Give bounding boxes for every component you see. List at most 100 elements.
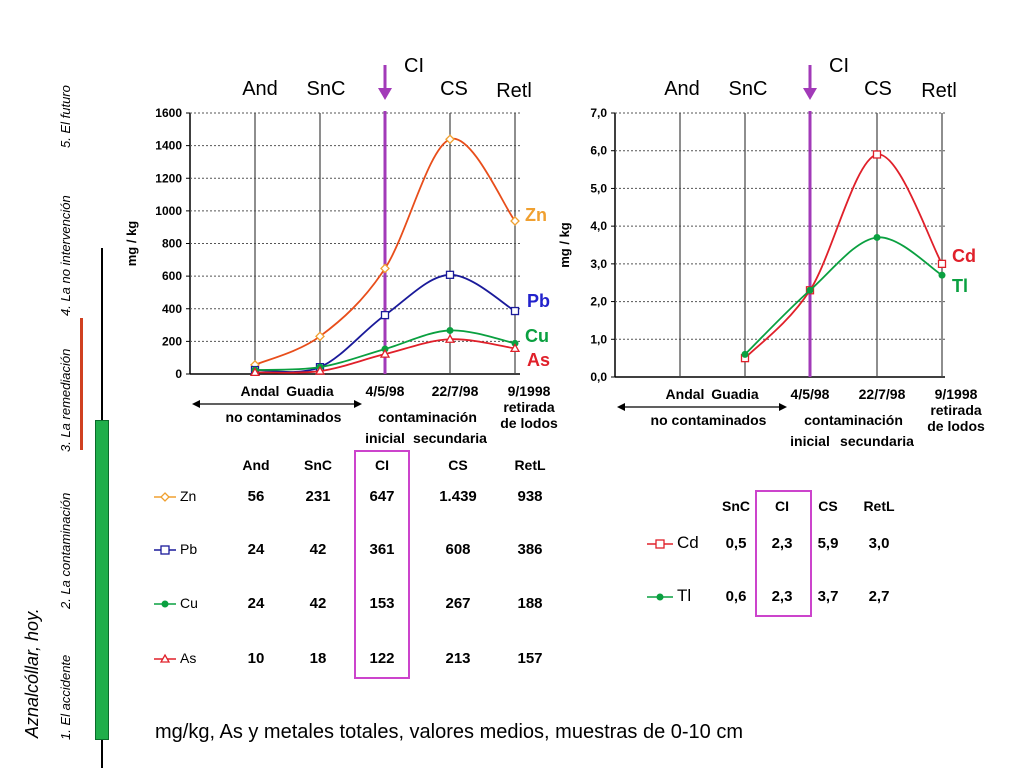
data-point <box>937 259 947 269</box>
x-sublabel: contaminación <box>378 409 477 425</box>
y-tick-label: 600 <box>162 269 182 283</box>
y-tick-label: 6,0 <box>590 144 607 158</box>
ci-event-label: CI <box>404 55 424 77</box>
legend-item-pb: Pb <box>152 539 238 561</box>
x-tick-label: 9/1998 <box>935 386 978 402</box>
table-cell: 42 <box>309 595 327 612</box>
table-cell: 608 <box>445 541 471 558</box>
legend-marker <box>160 545 170 555</box>
table-cell: 42 <box>309 541 327 558</box>
data-point <box>872 150 882 159</box>
y-tick-label: 4,0 <box>590 219 607 233</box>
data-point <box>509 343 521 353</box>
data-point <box>510 306 520 316</box>
legend-item-zn: Zn <box>152 486 238 508</box>
data-point <box>938 271 946 279</box>
x-sublabel: contaminación <box>804 412 903 428</box>
legend-item-cd: Cd <box>645 533 735 555</box>
y-tick-label: 1400 <box>155 139 182 153</box>
data-point <box>446 326 454 334</box>
table-cell: 24 <box>247 541 265 558</box>
x-tick-label: Guadia <box>286 383 334 399</box>
legend-label: Cu <box>180 595 198 611</box>
data-point <box>445 270 455 279</box>
table-header-cell: CS <box>818 498 838 514</box>
legend-marker <box>159 653 171 663</box>
x-tick-label: 22/7/98 <box>432 383 479 399</box>
legend-label: Tl <box>677 586 692 605</box>
x-sublabel: retirada <box>503 399 555 415</box>
legend-marker <box>656 593 664 601</box>
table-header-cell: SnC <box>722 498 750 514</box>
series-line-zn <box>254 138 516 366</box>
ci-arrow-icon <box>378 88 392 100</box>
table-cell: 153 <box>369 595 395 612</box>
footer-note: mg/kg, As y metales totales, valores med… <box>155 721 744 743</box>
legend-label: Cd <box>677 533 699 552</box>
series-label-pb: Pb <box>527 291 550 311</box>
x-sublabel: secundaria <box>413 430 487 446</box>
legend-item-tl: Tl <box>645 586 735 608</box>
x-sublabel: inicial <box>790 433 830 449</box>
x-tick-label: Guadia <box>711 386 759 402</box>
data-point <box>510 216 520 226</box>
legend-symbol-icon <box>647 593 673 601</box>
table-header-cell: CI <box>375 457 389 473</box>
legend-item-as: As <box>152 648 238 670</box>
data-point <box>380 310 390 320</box>
legend-marker <box>161 600 169 608</box>
legend-symbol-icon <box>154 492 176 502</box>
y-tick-label: 0 <box>175 367 182 381</box>
series-label-tl: Tl <box>952 276 968 296</box>
sidebar-accident-bar <box>95 420 109 740</box>
series-label-cu: Cu <box>525 326 549 346</box>
period-top-label: SnC <box>307 78 346 100</box>
table-cell: 213 <box>445 650 471 667</box>
data-point <box>314 365 326 375</box>
x-tick-label: 9/1998 <box>508 383 551 399</box>
table-header-cell: RetL <box>863 498 895 514</box>
series-label-cd: Cd <box>952 246 976 266</box>
x-tick-label: Andal <box>666 386 705 402</box>
y-tick-label: 2,0 <box>590 295 607 309</box>
period-top-label: Retl <box>496 80 532 102</box>
arrow-left-icon <box>617 403 625 411</box>
data-point <box>873 233 881 241</box>
y-tick-label: 800 <box>162 237 182 251</box>
legend-symbol-icon <box>154 600 176 608</box>
x-tick-label: Andal <box>241 383 280 399</box>
period-top-label: Retl <box>921 80 957 102</box>
x-tick-label: 22/7/98 <box>859 386 906 402</box>
table-cell: 188 <box>517 595 543 612</box>
table-cell: 5,9 <box>817 535 839 552</box>
y-tick-label: 1600 <box>155 106 182 120</box>
period-top-label: And <box>664 78 700 100</box>
legend-label: Pb <box>180 541 198 557</box>
table-header-cell: CI <box>775 498 789 514</box>
data-point <box>380 263 390 274</box>
table-cell: 2,7 <box>868 588 890 605</box>
series-line-tl <box>744 236 943 356</box>
sidebar-remediation-bar <box>80 318 83 450</box>
data-point <box>741 350 749 358</box>
arrow-right-icon <box>354 400 362 408</box>
table-cell: 0,5 <box>725 535 747 552</box>
legend-symbol-icon <box>647 539 673 549</box>
table-cell: 267 <box>445 595 471 612</box>
legend-label: Zn <box>180 488 197 504</box>
y-tick-label: 200 <box>162 334 182 348</box>
arrow-left-icon <box>192 400 200 408</box>
table1-ci-highlight-box <box>354 450 410 679</box>
y-tick-label: 5,0 <box>590 181 607 195</box>
legend-marker <box>160 492 170 502</box>
y-tick-label: 1,0 <box>590 332 607 346</box>
legend-label: As <box>180 650 197 666</box>
series-label-zn: Zn <box>525 205 547 225</box>
legend-item-cu: Cu <box>152 593 238 615</box>
series-line-cd <box>744 153 943 359</box>
period-top-label: SnC <box>729 78 768 100</box>
table-header-cell: SnC <box>304 457 332 473</box>
table-header-cell: And <box>242 457 270 473</box>
table-cell: 157 <box>517 650 543 667</box>
y-axis-label: mg / kg <box>124 221 139 267</box>
